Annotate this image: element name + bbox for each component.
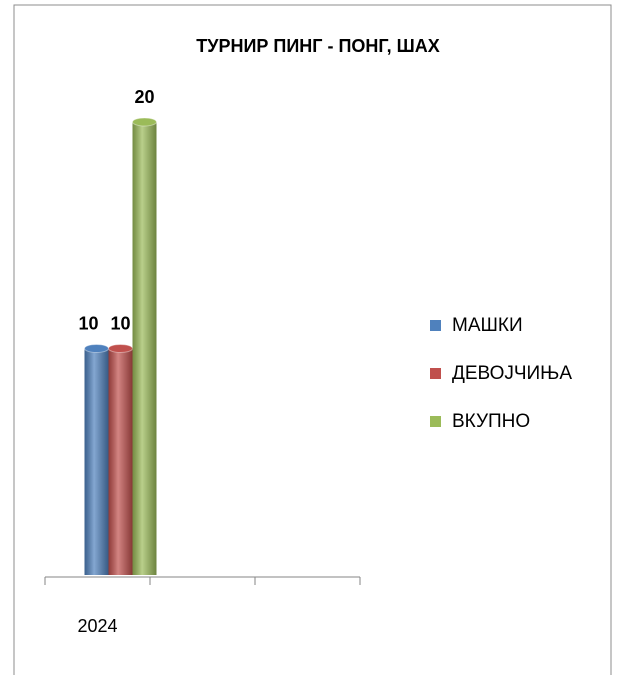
bar-shade [132,122,157,575]
bar-shade [84,348,109,575]
legend-label: ДЕВОЈЧИЊА [452,363,572,384]
data-label: 20 [134,87,154,107]
bar-top [132,117,157,127]
bar-top [108,344,133,353]
x-tick-label: 2024 [77,616,117,636]
chart-frame [13,4,612,675]
bar-shade [108,348,133,575]
legend-swatch [430,320,441,331]
chart-title: ТУРНИР ПИНГ - ПОНГ, ШАХ [196,36,439,56]
legend-label: ВКУПНО [452,411,530,432]
data-label: 10 [78,313,98,333]
data-label: 10 [110,313,130,333]
bar-top [84,344,109,353]
legend-swatch [430,368,441,379]
legend-swatch [430,416,441,427]
legend-label: МАШКИ [452,315,523,336]
